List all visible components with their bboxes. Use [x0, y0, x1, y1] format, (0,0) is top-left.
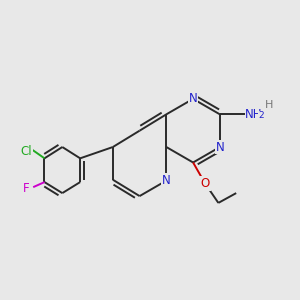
Text: NH: NH [245, 108, 262, 121]
Text: O: O [200, 177, 210, 190]
Text: 2: 2 [259, 111, 264, 120]
Text: Cl: Cl [21, 145, 32, 158]
Text: N: N [215, 140, 224, 154]
Text: F: F [23, 182, 30, 195]
Text: H: H [265, 100, 274, 110]
Text: N: N [162, 174, 171, 187]
Text: N: N [189, 92, 197, 105]
